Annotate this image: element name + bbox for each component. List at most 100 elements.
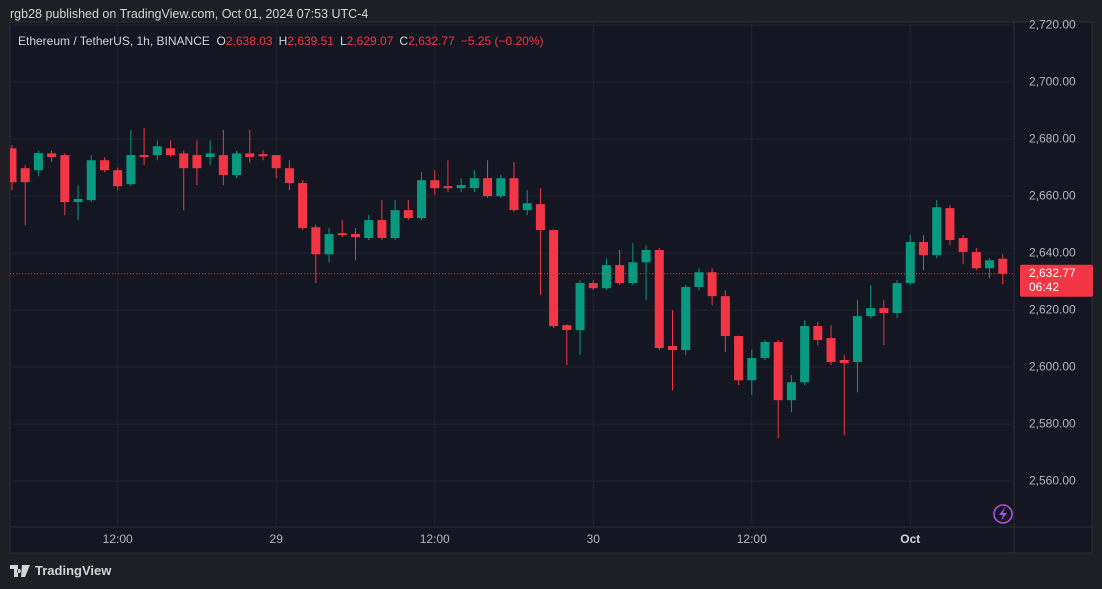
candle-body <box>126 155 136 185</box>
x-tick-label: 29 <box>270 532 284 546</box>
candle-body <box>469 178 479 189</box>
legend-key: C <box>399 34 409 48</box>
y-tick-label: 2,700.00 <box>1029 74 1076 88</box>
legend-value: 2,632.77 <box>408 34 455 48</box>
candle-body <box>456 185 466 189</box>
candle-body <box>390 210 400 239</box>
candle-body <box>760 342 770 359</box>
candle-body <box>20 168 30 183</box>
candle-body <box>430 180 440 189</box>
candle-body <box>971 251 981 269</box>
candle-body <box>905 242 915 284</box>
candle-body <box>654 249 664 349</box>
candle-body <box>483 178 493 197</box>
y-tick-label: 2,660.00 <box>1029 188 1076 202</box>
candle-body <box>113 170 123 187</box>
candle-body <box>800 326 810 383</box>
y-tick-label: 2,720.00 <box>1029 17 1076 31</box>
candle-body <box>496 178 506 197</box>
grid <box>10 22 1014 527</box>
candle-body <box>879 308 889 313</box>
y-tick-label: 2,680.00 <box>1029 131 1076 145</box>
candle-body <box>33 153 43 171</box>
candle-body <box>549 230 559 327</box>
candle-body <box>417 180 427 219</box>
y-tick-label: 2,600.00 <box>1029 359 1076 373</box>
candle-body <box>377 220 387 239</box>
legend-value: 2,629.07 <box>346 34 394 48</box>
x-tick-label: Oct <box>900 532 920 546</box>
candle-body <box>575 283 585 331</box>
brand-logo <box>10 564 30 577</box>
candle-body <box>839 359 849 364</box>
candle-body <box>509 178 519 211</box>
candle-body <box>205 153 215 158</box>
candle-body <box>707 272 717 297</box>
y-tick-label: 2,580.00 <box>1029 416 1076 430</box>
candle-body <box>179 153 189 169</box>
countdown-label: 06:42 <box>1029 280 1059 294</box>
candle-body <box>139 155 149 158</box>
candle-body <box>99 160 109 171</box>
y-tick-label: 2,640.00 <box>1029 245 1076 259</box>
candle-body <box>350 234 360 238</box>
lightning-icon <box>993 504 1013 524</box>
candle-body <box>628 262 638 284</box>
candle-body <box>535 204 545 231</box>
candle-body <box>218 155 228 176</box>
x-tick-label: 12:00 <box>420 532 450 546</box>
candle-body <box>271 155 281 169</box>
candle-body <box>10 148 17 183</box>
candle-body <box>258 154 268 157</box>
candle-body <box>892 283 902 313</box>
candle-body <box>47 153 57 158</box>
candle-body <box>932 207 942 256</box>
axes: 2,560.00 2,580.00 2,600.00 2,620.00 2,640.00… <box>103 17 1093 546</box>
last-price-tag <box>1020 264 1093 297</box>
candle-body <box>152 146 162 156</box>
candle-body <box>245 153 255 158</box>
candle-body <box>166 148 176 156</box>
candle-body <box>734 336 744 381</box>
candles <box>10 128 1014 439</box>
candle-body <box>284 168 294 184</box>
candle-body <box>720 296 730 337</box>
legend-change: −5.25 (−0.20%) <box>460 34 544 48</box>
candle-body <box>681 287 691 351</box>
legend-key: L <box>339 34 347 48</box>
x-tick-label: 12:00 <box>103 532 133 546</box>
candle-body <box>324 234 334 255</box>
candle-body <box>601 265 611 289</box>
candle-body <box>232 153 242 176</box>
candle-body <box>985 260 995 269</box>
candle-body <box>588 283 598 289</box>
legend-key: O <box>216 34 226 48</box>
candle-body <box>747 358 757 381</box>
candle-body <box>192 155 202 169</box>
candle-body <box>866 308 876 317</box>
candle-body <box>668 346 677 351</box>
candle-body <box>773 342 783 401</box>
footer: TradingView <box>10 563 111 578</box>
candle-body <box>73 198 83 203</box>
brand-name: TradingView <box>35 563 112 578</box>
candle-body <box>298 183 308 229</box>
candle-body <box>694 272 704 288</box>
symbol-title: Ethereum / TetherUS, 1h, BINANCE <box>18 34 210 48</box>
x-tick-label: 30 <box>587 532 601 546</box>
candle-body <box>813 326 823 341</box>
symbol-legend: Ethereum / TetherUS, 1h, BINANCE O 2,638.… <box>18 34 550 48</box>
candle-body <box>522 203 532 211</box>
candle-body <box>641 249 651 263</box>
x-tick-label: 12:00 <box>737 532 767 546</box>
candle-body <box>443 186 453 189</box>
candle-body <box>958 238 968 252</box>
legend-value: 2,639.51 <box>287 34 334 48</box>
candle-body <box>562 325 572 331</box>
last-price-label: 2,632.77 <box>1029 266 1076 280</box>
y-tick-label: 2,560.00 <box>1029 473 1076 487</box>
candle-body <box>403 210 413 219</box>
candle-body <box>364 220 374 239</box>
